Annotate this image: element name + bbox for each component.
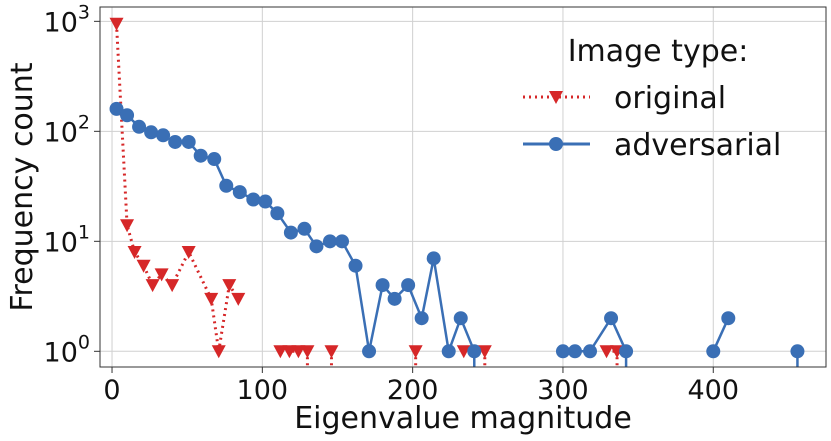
data-point [387,291,402,306]
data-point [297,221,312,236]
y-tick-base: 10 [44,337,78,368]
data-point [441,344,456,359]
data-point [231,292,246,306]
data-point [181,134,196,149]
data-point [348,258,363,273]
plot-frame [99,6,827,368]
data-point [721,311,736,326]
y-tick-exponent: 1 [78,221,90,243]
x-tick-label: 100 [237,375,289,406]
data-point [109,17,124,31]
data-point [300,345,315,359]
y-tick-exponent: 0 [78,331,90,353]
series-adversarial [109,101,805,367]
x-tick-label: 0 [103,375,120,406]
data-point [145,279,160,293]
data-point [204,292,219,306]
data-point [309,239,324,254]
data-point [324,345,339,359]
data-point [453,311,468,326]
data-point [477,345,492,359]
y-tick-label: 100 [44,331,90,368]
y-tick-label: 102 [44,111,90,148]
data-point [408,345,423,359]
legend-marker-adversarial [549,137,563,151]
data-point [132,119,147,134]
data-point [165,279,180,293]
data-point [322,234,337,249]
data-point [790,344,805,359]
data-point [232,185,247,200]
data-point [258,194,273,209]
data-point [583,344,598,359]
data-point [456,345,471,359]
data-point [156,128,171,143]
legend-label-adversarial: adversarial [614,128,781,163]
data-point [120,108,135,123]
y-tick-exponent: 2 [78,111,90,133]
data-point [604,311,619,326]
data-point [282,345,297,359]
x-tick-label: 200 [387,375,439,406]
data-point [136,259,151,273]
data-point [401,278,416,293]
data-point [291,345,306,359]
data-point [335,234,349,249]
data-point [246,192,261,207]
data-point [567,344,582,359]
legend-marker-original [549,91,563,104]
data-point [599,345,614,359]
y-tick-base: 10 [44,227,78,258]
data-point [219,178,234,193]
data-point [168,134,183,149]
data-point [555,344,570,359]
data-point [154,268,169,282]
data-point [467,344,482,359]
data-point [426,251,441,266]
data-point [222,279,237,293]
data-point [375,278,390,293]
data-point [109,101,124,116]
x-tick-label: 400 [687,375,739,406]
data-point [120,219,135,233]
data-point [414,311,429,326]
y-tick-base: 10 [44,117,78,148]
legend: Image type: original adversarial [523,34,781,163]
data-point [273,345,288,359]
data-point [211,345,226,359]
data-point [270,206,285,221]
data-point [706,344,721,359]
data-point [144,125,159,140]
x-axis-ticks: 0 100 200 300 400 [103,367,739,406]
y-tick-label: 103 [44,1,90,38]
x-axis-title: Eigenvalue magnitude [294,401,632,436]
data-point [362,344,377,359]
y-tick-label: 101 [44,221,90,258]
x-tick-label: 300 [537,375,589,406]
data-point [193,148,208,163]
legend-title: Image type: [568,34,749,69]
data-point [619,344,634,359]
data-point [181,245,196,259]
y-tick-exponent: 3 [78,1,90,23]
y-tick-base: 10 [44,7,78,38]
data-point [207,152,222,167]
data-point [283,225,298,240]
y-axis-title: Frequency count [5,62,40,311]
data-point [127,245,142,259]
series-original [109,17,625,367]
legend-label-original: original [614,81,726,116]
